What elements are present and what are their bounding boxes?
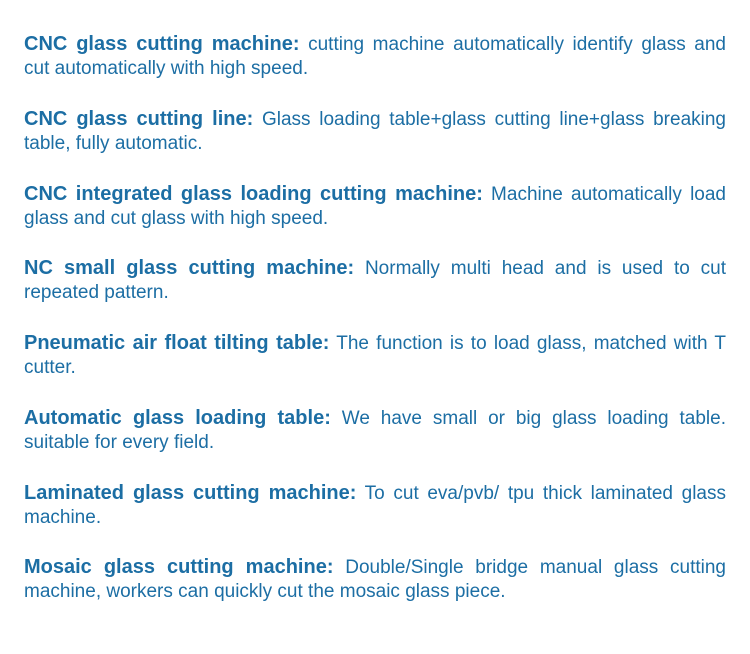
definition-term: NC small glass cutting machine: [24,257,354,279]
definition-term: Automatic glass loading table: [24,407,331,429]
definition-term: CNC glass cutting line: [24,108,253,130]
definition-entry: NC small glass cutting machine: Normally… [24,256,726,305]
definition-entry: Automatic glass loading table: We have s… [24,406,726,455]
definition-entry: Mosaic glass cutting machine: Double/Sin… [24,555,726,604]
definition-entry: CNC glass cutting machine: cutting machi… [24,32,726,81]
definitions-list: CNC glass cutting machine: cutting machi… [24,32,726,604]
definition-term: Laminated glass cutting machine: [24,482,356,504]
definition-entry: CNC integrated glass loading cutting mac… [24,182,726,231]
definition-term: Mosaic glass cutting machine: [24,556,333,578]
definition-entry: Laminated glass cutting machine: To cut … [24,481,726,530]
definition-term: CNC integrated glass loading cutting mac… [24,183,483,205]
definition-entry: CNC glass cutting line: Glass loading ta… [24,107,726,156]
definition-entry: Pneumatic air float tilting table: The f… [24,331,726,380]
definition-term: Pneumatic air float tilting table: [24,332,329,354]
definition-term: CNC glass cutting machine: [24,33,300,55]
